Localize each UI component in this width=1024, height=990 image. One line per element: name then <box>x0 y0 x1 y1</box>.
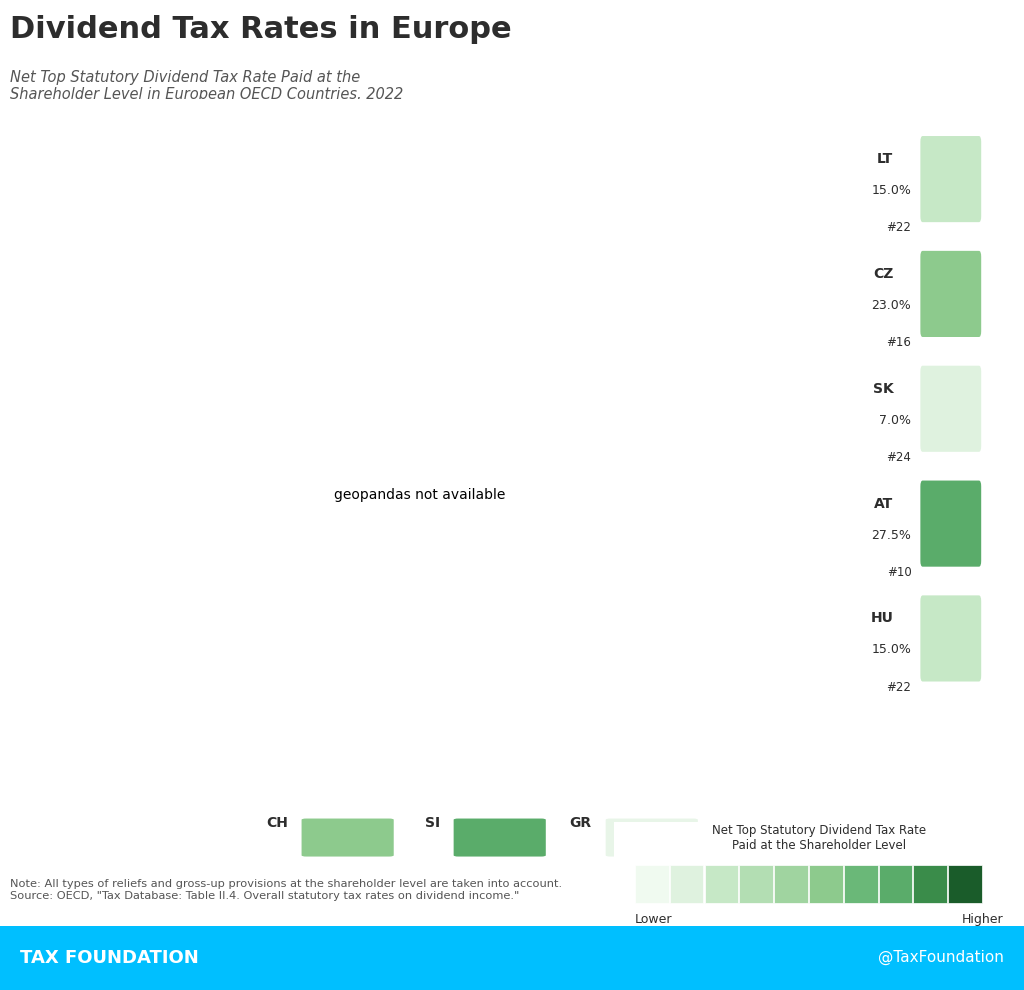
FancyBboxPatch shape <box>454 819 546 856</box>
Text: Net Top Statutory Dividend Tax Rate Paid at the
Shareholder Level in European OE: Net Top Statutory Dividend Tax Rate Paid… <box>10 69 403 102</box>
Text: 23.0%: 23.0% <box>871 299 911 312</box>
Text: GR: GR <box>569 817 592 831</box>
Text: #25: #25 <box>626 905 650 918</box>
Bar <box>705 865 738 903</box>
Bar <box>670 865 703 903</box>
Text: CZ: CZ <box>873 267 893 281</box>
Bar <box>879 865 912 903</box>
Text: SK: SK <box>872 382 893 396</box>
Bar <box>635 865 669 903</box>
Text: TAX FOUNDATION: TAX FOUNDATION <box>20 948 200 967</box>
Bar <box>844 865 878 903</box>
Text: Net Top Statutory Dividend Tax Rate
Paid at the Shareholder Level: Net Top Statutory Dividend Tax Rate Paid… <box>712 824 927 851</box>
Text: #17: #17 <box>322 905 346 918</box>
Bar <box>948 865 982 903</box>
Text: #24: #24 <box>887 451 911 464</box>
FancyBboxPatch shape <box>921 365 981 451</box>
FancyBboxPatch shape <box>606 819 698 856</box>
Text: Note: All types of reliefs and gross-up provisions at the shareholder level are : Note: All types of reliefs and gross-up … <box>10 879 562 901</box>
Text: #10: #10 <box>473 905 499 918</box>
Text: SI: SI <box>425 817 440 831</box>
Text: #10: #10 <box>887 566 911 579</box>
Text: 15.0%: 15.0% <box>871 644 911 656</box>
Text: 7.0%: 7.0% <box>880 414 911 427</box>
Text: 27.5%: 27.5% <box>466 869 506 882</box>
FancyBboxPatch shape <box>921 250 981 337</box>
Text: #22: #22 <box>887 222 911 235</box>
Text: Dividend Tax Rates in Europe: Dividend Tax Rates in Europe <box>10 16 512 45</box>
Text: 5.0%: 5.0% <box>622 869 654 882</box>
Text: AT: AT <box>874 497 893 511</box>
FancyBboxPatch shape <box>921 136 981 222</box>
Bar <box>809 865 843 903</box>
Bar <box>774 865 808 903</box>
Bar <box>913 865 947 903</box>
Text: geopandas not available: geopandas not available <box>334 488 506 502</box>
Text: @TaxFoundation: @TaxFoundation <box>878 950 1004 965</box>
Text: HU: HU <box>870 612 893 626</box>
Bar <box>739 865 773 903</box>
Text: 22.3%: 22.3% <box>314 869 353 882</box>
Text: Lower: Lower <box>635 913 673 926</box>
FancyBboxPatch shape <box>921 595 981 681</box>
FancyBboxPatch shape <box>921 480 981 566</box>
Text: LT: LT <box>878 152 893 166</box>
Text: Higher: Higher <box>962 913 1004 926</box>
FancyBboxPatch shape <box>301 819 393 856</box>
Text: 27.5%: 27.5% <box>871 529 911 542</box>
Text: #16: #16 <box>887 337 911 349</box>
Text: #22: #22 <box>887 681 911 694</box>
Text: CH: CH <box>266 817 288 831</box>
Text: 15.0%: 15.0% <box>871 184 911 197</box>
